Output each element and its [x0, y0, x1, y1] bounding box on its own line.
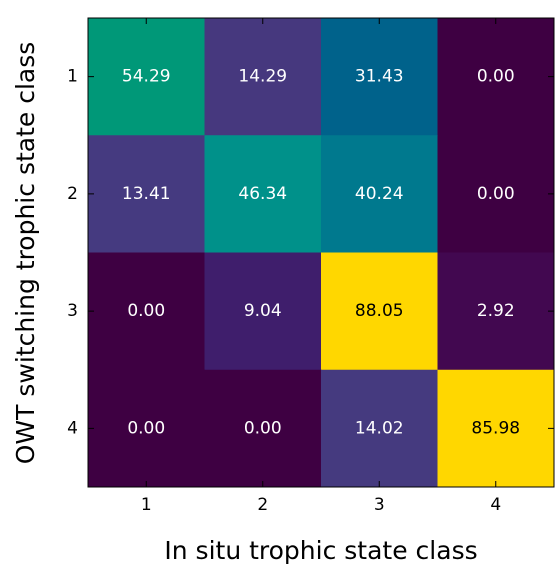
cell-label: 0.00	[127, 301, 165, 321]
heatmap-cell	[204, 18, 322, 136]
y-tick-label: 2	[67, 184, 78, 204]
cell-label: 14.02	[355, 418, 404, 438]
heatmap-cell	[321, 18, 438, 136]
heatmap-cell	[437, 252, 555, 371]
cell-label: 46.34	[238, 184, 287, 204]
y-tick-label: 3	[67, 301, 78, 321]
cell-label: 2.92	[477, 301, 515, 321]
cell-label: 13.41	[122, 184, 171, 204]
y-tick-label: 4	[67, 418, 78, 438]
cell-label: 0.00	[127, 418, 165, 438]
y-axis-label: OWT switching trophic state class	[11, 42, 40, 465]
heatmap-cell	[321, 135, 438, 253]
heatmap-cell	[204, 369, 322, 488]
cell-label: 9.04	[244, 301, 282, 321]
heatmap-cell	[437, 18, 555, 136]
cell-label: 85.98	[471, 418, 520, 438]
cell-label: 0.00	[477, 184, 515, 204]
heatmap-cell	[88, 369, 205, 488]
heatmap-cell	[88, 252, 205, 371]
heatmap-cell	[437, 135, 555, 253]
cell-label: 0.00	[244, 418, 282, 438]
heatmap-cell	[204, 252, 322, 371]
heatmap-cell	[88, 18, 205, 136]
heatmap-cell	[321, 252, 438, 371]
x-axis-label: In situ trophic state class	[164, 536, 477, 565]
cell-label: 14.29	[238, 67, 287, 87]
cell-label: 54.29	[122, 67, 171, 87]
heatmap-cell	[437, 369, 555, 488]
x-tick-label: 2	[257, 495, 268, 515]
heatmap-cell	[204, 135, 322, 253]
y-tick-label: 1	[67, 67, 78, 87]
x-tick-label: 3	[374, 495, 385, 515]
heatmap-cell	[88, 135, 205, 253]
heatmap-cell	[321, 369, 438, 488]
x-tick-label: 1	[141, 495, 152, 515]
cell-label: 31.43	[355, 67, 404, 87]
x-tick-label: 4	[490, 495, 501, 515]
cell-label: 88.05	[355, 301, 404, 321]
cell-label: 0.00	[477, 67, 515, 87]
cell-label: 40.24	[355, 184, 404, 204]
plot-frame	[87, 17, 555, 488]
